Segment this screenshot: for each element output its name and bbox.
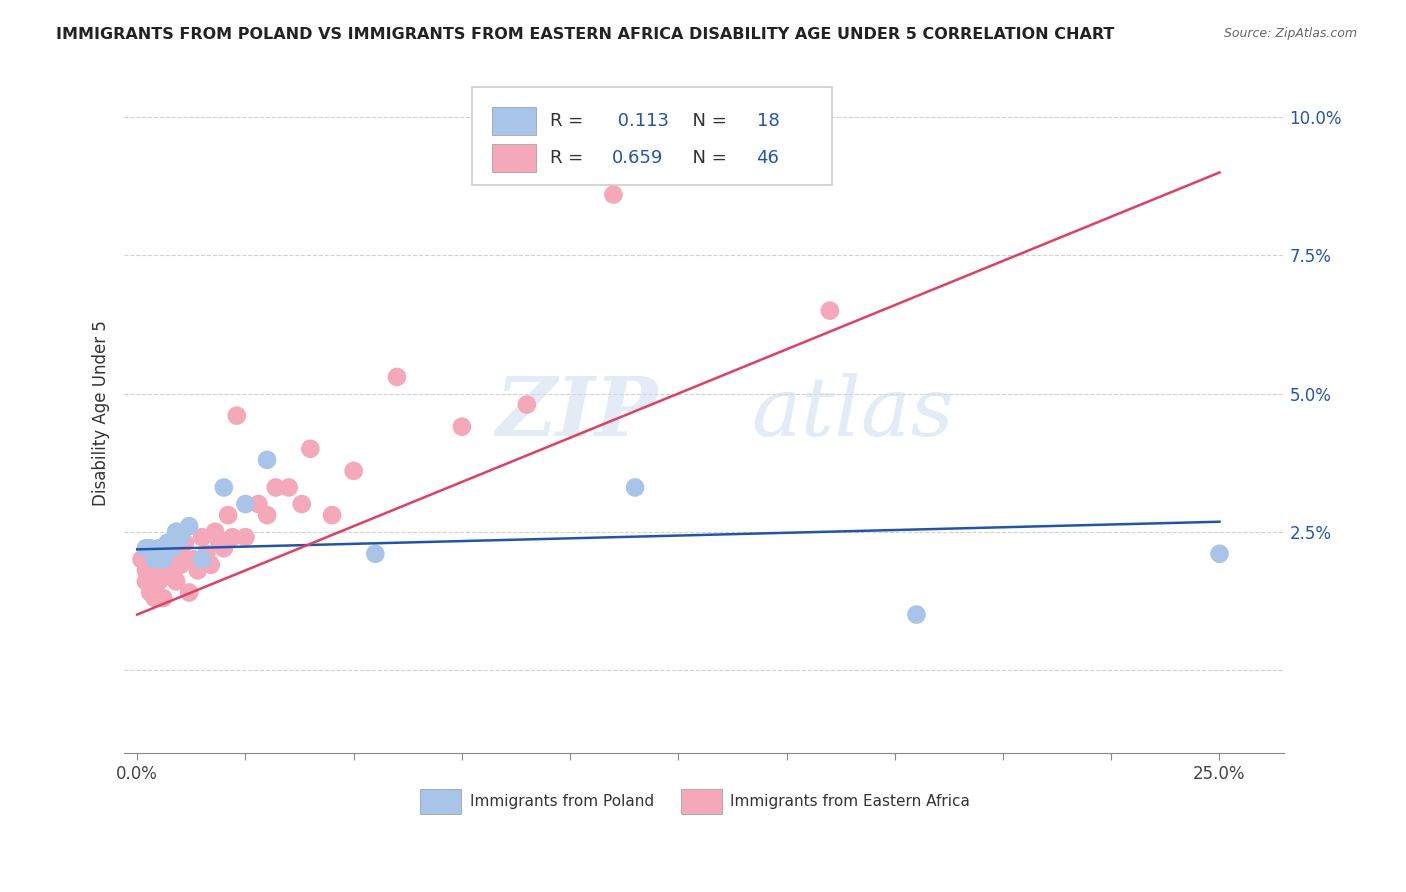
Point: [235, 497, 257, 511]
Point: [139, 541, 162, 556]
Point: [321, 508, 343, 522]
Text: IMMIGRANTS FROM POLAND VS IMMIGRANTS FROM EASTERN AFRICA DISABILITY AGE UNDER 5 : IMMIGRANTS FROM POLAND VS IMMIGRANTS FRO…: [56, 27, 1115, 42]
Point: [179, 585, 201, 599]
Point: [152, 591, 174, 605]
Point: [247, 497, 270, 511]
Point: [148, 574, 170, 589]
Point: [148, 541, 170, 556]
Point: [818, 303, 841, 318]
Point: [624, 480, 647, 494]
Text: 18: 18: [756, 112, 779, 130]
Point: [191, 530, 214, 544]
Point: [256, 508, 278, 522]
Point: [173, 535, 195, 549]
Point: [160, 535, 183, 549]
Point: [195, 547, 218, 561]
Point: [183, 552, 205, 566]
Point: [208, 535, 231, 549]
Point: [143, 591, 166, 605]
Point: [516, 398, 538, 412]
FancyBboxPatch shape: [492, 107, 536, 136]
Point: [221, 530, 243, 544]
Point: [135, 541, 157, 556]
Text: R =: R =: [550, 112, 589, 130]
Point: [256, 453, 278, 467]
Point: [169, 530, 191, 544]
Text: ZIP: ZIP: [495, 373, 658, 453]
Point: [191, 552, 214, 566]
Point: [165, 524, 187, 539]
Point: [212, 480, 235, 494]
Point: [139, 574, 162, 589]
FancyBboxPatch shape: [681, 789, 721, 814]
Point: [343, 464, 366, 478]
Point: [204, 524, 226, 539]
Text: R =: R =: [550, 149, 589, 167]
Point: [156, 569, 179, 583]
Text: Immigrants from Poland: Immigrants from Poland: [470, 794, 654, 808]
Point: [143, 569, 166, 583]
Point: [451, 419, 474, 434]
Text: Source: ZipAtlas.com: Source: ZipAtlas.com: [1223, 27, 1357, 40]
Point: [277, 480, 299, 494]
Point: [291, 497, 314, 511]
Point: [160, 563, 183, 577]
Text: Immigrants from Eastern Africa: Immigrants from Eastern Africa: [730, 794, 970, 808]
Point: [165, 574, 187, 589]
Text: 46: 46: [756, 149, 779, 167]
FancyBboxPatch shape: [472, 87, 832, 186]
Point: [264, 480, 287, 494]
Point: [135, 563, 157, 577]
Y-axis label: Disability Age Under 5: Disability Age Under 5: [93, 320, 110, 506]
FancyBboxPatch shape: [420, 789, 461, 814]
Point: [148, 552, 170, 566]
Point: [217, 508, 239, 522]
Point: [131, 552, 153, 566]
Point: [1208, 547, 1230, 561]
Point: [225, 409, 247, 423]
Point: [139, 585, 162, 599]
Point: [235, 530, 257, 544]
Point: [156, 547, 179, 561]
Point: [152, 558, 174, 572]
Point: [156, 535, 179, 549]
Point: [905, 607, 928, 622]
Text: 0.659: 0.659: [612, 149, 662, 167]
Point: [165, 541, 187, 556]
Point: [385, 370, 408, 384]
Point: [179, 519, 201, 533]
Point: [143, 552, 166, 566]
Text: N =: N =: [681, 149, 733, 167]
FancyBboxPatch shape: [492, 144, 536, 172]
Point: [602, 187, 624, 202]
Point: [135, 574, 157, 589]
Point: [200, 558, 222, 572]
Text: N =: N =: [681, 112, 733, 130]
Point: [212, 541, 235, 556]
Point: [169, 558, 191, 572]
Point: [299, 442, 322, 456]
Point: [364, 547, 387, 561]
Text: atlas: atlas: [751, 373, 953, 453]
Point: [152, 552, 174, 566]
Text: 0.113: 0.113: [612, 112, 668, 130]
Point: [187, 563, 209, 577]
Point: [160, 541, 183, 556]
Point: [169, 547, 191, 561]
